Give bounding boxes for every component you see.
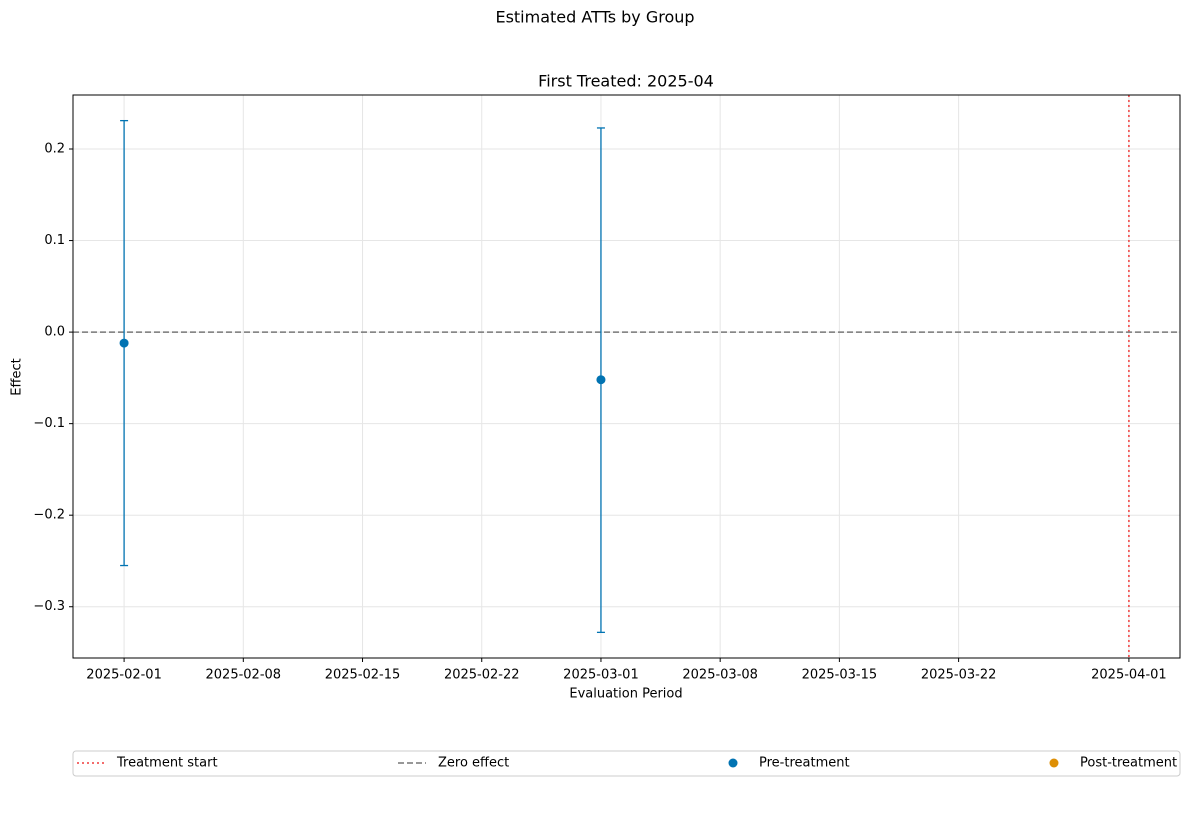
x-tick-label: 2025-02-22 xyxy=(444,668,520,683)
x-tick-label: 2025-03-01 xyxy=(563,668,639,683)
x-tick-label: 2025-03-15 xyxy=(802,668,878,683)
legend-swatch xyxy=(1049,758,1059,768)
plot-frame xyxy=(72,94,1181,659)
y-tick-label: −0.1 xyxy=(33,416,65,431)
y-axis-label: Effect xyxy=(10,358,25,395)
x-tick-label: 2025-02-08 xyxy=(206,668,282,683)
legend-label: Treatment start xyxy=(116,756,218,771)
x-axis-label: Evaluation Period xyxy=(569,687,682,702)
point xyxy=(119,338,129,348)
legend-label: Zero effect xyxy=(438,756,509,771)
y-tick-label: −0.2 xyxy=(33,508,65,523)
chart-title: Estimated ATTs by Group xyxy=(495,8,694,27)
y-tick-label: 0.1 xyxy=(44,233,65,248)
x-tick-label: 2025-03-08 xyxy=(682,668,758,683)
x-tick-label: 2025-03-22 xyxy=(921,668,997,683)
point xyxy=(596,375,606,385)
legend-label: Post-treatment xyxy=(1080,756,1177,771)
legend-label: Pre-treatment xyxy=(759,756,850,771)
x-tick-label: 2025-02-15 xyxy=(325,668,401,683)
y-tick-label: 0.2 xyxy=(44,142,65,157)
legend-swatch xyxy=(728,758,738,768)
y-tick-label: 0.0 xyxy=(44,325,65,340)
y-tick-label: −0.3 xyxy=(33,599,65,614)
legend-box xyxy=(72,750,1181,777)
x-tick-label: 2025-04-01 xyxy=(1091,668,1167,683)
chart-subtitle: First Treated: 2025-04 xyxy=(538,72,714,91)
x-tick-label: 2025-02-01 xyxy=(86,668,162,683)
